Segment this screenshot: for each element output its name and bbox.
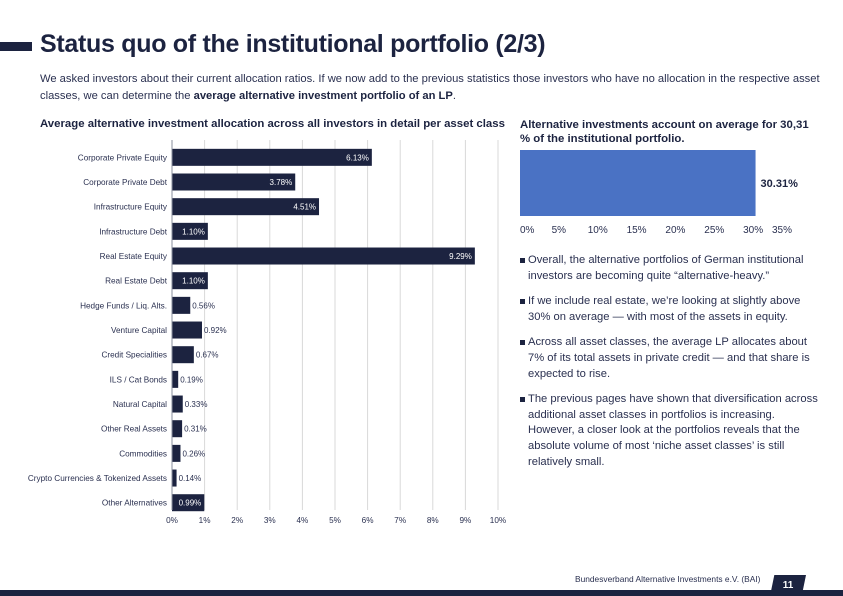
bar-data-label: 0.67% (196, 351, 219, 360)
bullet-square-icon (520, 258, 525, 263)
bar-data-label: 0.99% (179, 499, 202, 508)
allocation-bar (172, 272, 208, 290)
x-tick-label: 1% (199, 516, 211, 525)
category-label: Other Real Assets (101, 425, 167, 434)
x-tick-label: 2% (231, 516, 243, 525)
allocation-bar (172, 420, 183, 438)
allocation-bar (172, 321, 202, 339)
x-tick-label: 0% (166, 516, 178, 525)
intro-text-after: . (452, 90, 456, 102)
allocation-bar (172, 346, 194, 364)
bar-data-label: 3.78% (270, 178, 293, 187)
allocation-bar (172, 370, 179, 388)
x-tick-label: 6% (362, 516, 374, 525)
bar-data-label: 0.26% (182, 449, 205, 458)
category-label: Real Estate Debt (105, 277, 168, 286)
allocation-bar (172, 444, 181, 462)
category-label: Natural Capital (113, 400, 167, 409)
footer-organization: Bundesverband Alternative Investments e.… (575, 574, 761, 584)
category-label: Hedge Funds / Liq. Alts. (80, 301, 167, 310)
bar-data-label: 1.10% (182, 227, 205, 236)
category-label: Real Estate Equity (100, 252, 168, 261)
bullet-item: If we include real estate, we’re looking… (520, 294, 820, 325)
summary-chart-heading: Alternative investments account on avera… (520, 119, 809, 145)
bullet-text: Across all asset classes, the average LP… (528, 336, 810, 380)
allocation-bar (172, 296, 191, 314)
bar-data-label: 0.19% (180, 375, 203, 384)
category-label: Infrastructure Equity (94, 203, 168, 212)
category-label: Corporate Private Debt (83, 178, 167, 187)
bullet-text: If we include real estate, we’re looking… (528, 295, 801, 323)
bullet-square-icon (520, 299, 525, 305)
bullet-square-icon (520, 397, 525, 403)
x-tick-label: 7% (394, 516, 406, 525)
bar-data-label: 9.29% (449, 252, 472, 261)
bullet-square-icon (520, 340, 525, 346)
category-label: Venture Capital (111, 326, 167, 335)
bar-data-label: 0.92% (204, 326, 227, 335)
category-label: Corporate Private Equity (78, 153, 168, 162)
bullet-item: Across all asset classes, the average LP… (520, 335, 820, 382)
title-accent-bar (0, 42, 32, 51)
intro-text-bold: average alternative investment portfolio… (193, 90, 453, 102)
allocation-bar (172, 222, 208, 240)
allocation-bar (172, 395, 183, 413)
bullet-text: The previous pages have shown that diver… (528, 393, 818, 468)
allocation-bar (172, 198, 320, 216)
bullet-item: Overall, the alternative portfolios of G… (520, 253, 820, 284)
allocation-chart-heading: Average alternative investment allocatio… (40, 118, 505, 130)
bar-data-label: 6.13% (346, 153, 369, 162)
allocation-bar (172, 173, 296, 191)
x-tick-label: 3% (264, 516, 276, 525)
x-tick-label: 8% (427, 516, 439, 525)
key-findings-list: Overall, the alternative portfolios of G… (520, 253, 820, 480)
intro-text-before: We asked investors about their current a… (40, 73, 820, 102)
bullet-item: The previous pages have shown that diver… (520, 392, 820, 470)
bar-data-label: 0.14% (179, 474, 202, 483)
allocation-bar (172, 494, 205, 512)
footer-bar (0, 590, 843, 596)
bullet-text: Overall, the alternative portfolios of G… (528, 254, 804, 282)
x-tick-label: 4% (296, 516, 308, 525)
bar-data-label: 0.33% (185, 400, 208, 409)
x-tick-label: 10% (490, 516, 506, 525)
category-label: Credit Specialities (101, 351, 167, 360)
category-label: Other Alternatives (102, 499, 167, 508)
category-label: Infrastructure Debt (99, 227, 168, 236)
bar-data-label: 0.56% (192, 301, 215, 310)
category-label: Crypto Currencies & Tokenized Assets (28, 474, 167, 483)
bar-data-label: 1.10% (182, 277, 205, 286)
allocation-bar (172, 148, 372, 166)
bar-data-label: 4.51% (293, 203, 316, 212)
allocation-bar (172, 247, 475, 265)
intro-paragraph: We asked investors about their current a… (40, 71, 820, 105)
allocation-bar (172, 469, 177, 487)
category-label: Commodities (119, 449, 167, 458)
x-tick-label: 5% (329, 516, 341, 525)
category-label: ILS / Cat Bonds (110, 375, 167, 384)
x-tick-label: 9% (459, 516, 471, 525)
bar-data-label: 0.31% (184, 425, 207, 434)
page-title: Status quo of the institutional portfoli… (40, 30, 546, 58)
